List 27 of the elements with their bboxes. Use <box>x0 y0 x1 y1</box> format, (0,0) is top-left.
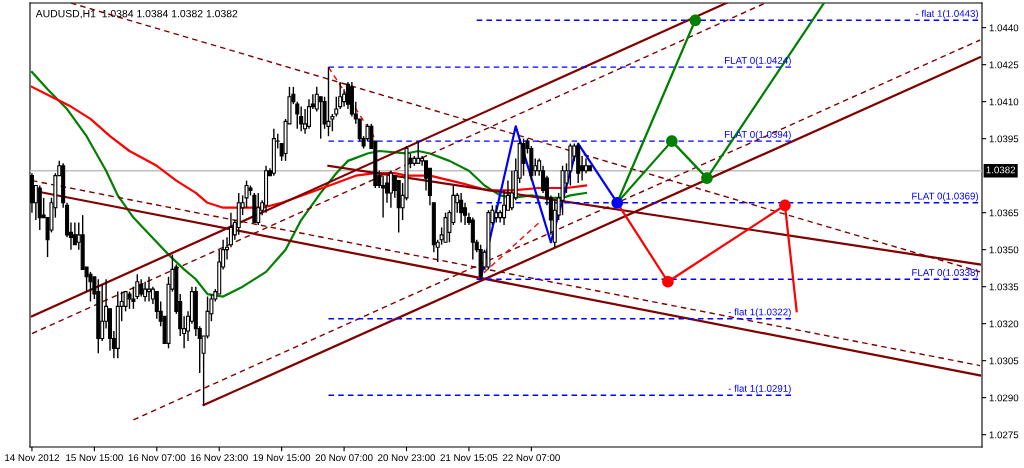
y-tick-label: 1.0320 <box>989 320 1019 328</box>
ref-line-label: 1.0382 <box>986 166 1016 174</box>
y-tick-label: 1.0425 <box>989 61 1019 69</box>
x-tick-label: 16 Nov 23:00 <box>191 454 248 462</box>
series-label: FLAT 0(1.0338) <box>912 268 979 278</box>
y-tick-label: 1.0290 <box>989 394 1019 402</box>
y-tick-label: 1.0275 <box>989 431 1019 439</box>
x-tick-label: 14 Nov 2012 <box>5 454 60 462</box>
y-tick-label: 1.0395 <box>989 135 1019 143</box>
x-tick-label: 20 Nov 23:00 <box>378 454 436 462</box>
y-tick-label: 1.0305 <box>989 357 1019 365</box>
series-label: FLAT 0(1.0369) <box>912 192 979 202</box>
text: AUDUSD,H1 1.0384 1.0384 1.0382 1.0382 <box>35 9 238 19</box>
y-tick-label: 1.0440 <box>989 24 1019 32</box>
x-tick-label: 16 Nov 07:00 <box>128 454 186 462</box>
series-label: - flat 1(1.0322) <box>728 308 791 318</box>
x-tick-label: 20 Nov 07:00 <box>315 454 373 462</box>
series-label: - flat 1(1.0443) <box>915 9 979 19</box>
series-label: - flat 1(1.0291) <box>728 384 791 394</box>
y-tick-label: 1.0365 <box>989 209 1019 217</box>
y-tick-label: 1.0410 <box>989 98 1019 106</box>
y-tick-label: 1.0350 <box>989 246 1019 254</box>
x-tick-label: 21 Nov 15:05 <box>440 454 498 462</box>
y-tick-label: 1.0335 <box>989 283 1019 291</box>
x-tick-label: 19 Nov 15:00 <box>253 454 311 462</box>
x-tick-label: 15 Nov 15:00 <box>66 454 123 462</box>
x-tick-label: 22 Nov 07:00 <box>502 454 560 462</box>
